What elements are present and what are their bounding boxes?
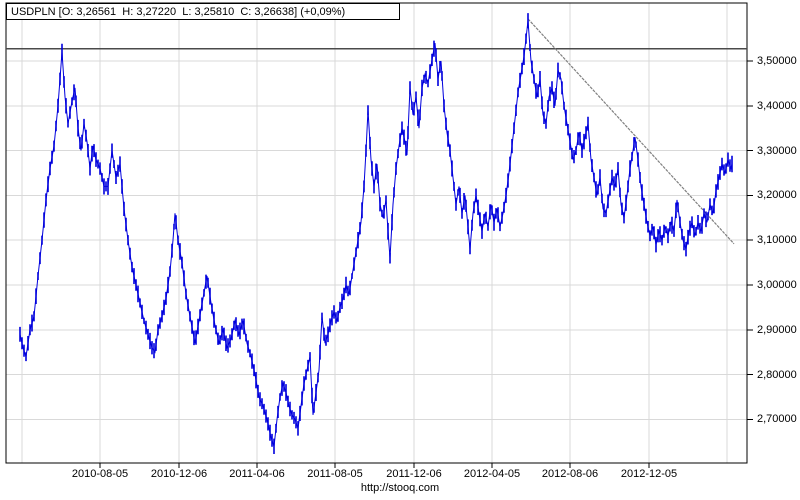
y-axis-label: 3,40000 bbox=[757, 99, 797, 112]
x-axis-label: 2012-12-05 bbox=[620, 468, 678, 480]
y-axis-label: 3,10000 bbox=[757, 234, 797, 247]
quote-header-text: USDPLN [O: 3,26561 H: 3,27220 L: 3,25810… bbox=[11, 5, 346, 18]
plot-frame bbox=[5, 2, 748, 464]
x-axis-label: 2011-04-06 bbox=[229, 468, 285, 480]
x-axis-label: 2012-04-05 bbox=[463, 468, 521, 480]
price-line bbox=[19, 20, 733, 447]
y-axis-label: 2,90000 bbox=[757, 323, 797, 336]
x-axis-label: 2010-12-06 bbox=[150, 468, 208, 480]
y-axis-label: 2,70000 bbox=[757, 413, 797, 426]
quote-header-box: USDPLN [O: 3,26561 H: 3,27220 L: 3,25810… bbox=[6, 3, 400, 20]
y-axis-label: 3,50000 bbox=[757, 55, 797, 67]
x-axis-label: 2011-12-06 bbox=[386, 468, 442, 480]
y-axis-label: 3,00000 bbox=[757, 279, 797, 291]
trend-line bbox=[527, 18, 735, 245]
y-axis-label: 2,80000 bbox=[757, 368, 797, 381]
y-axis-label: 3,30000 bbox=[757, 144, 797, 157]
x-axis-label: 2011-08-05 bbox=[307, 468, 363, 480]
y-axis-label: 3,20000 bbox=[757, 189, 797, 202]
source-url: http://stooq.com bbox=[360, 482, 440, 494]
x-axis-label: 2012-08-06 bbox=[541, 468, 599, 480]
x-axis-label: 2010-08-05 bbox=[71, 468, 129, 480]
